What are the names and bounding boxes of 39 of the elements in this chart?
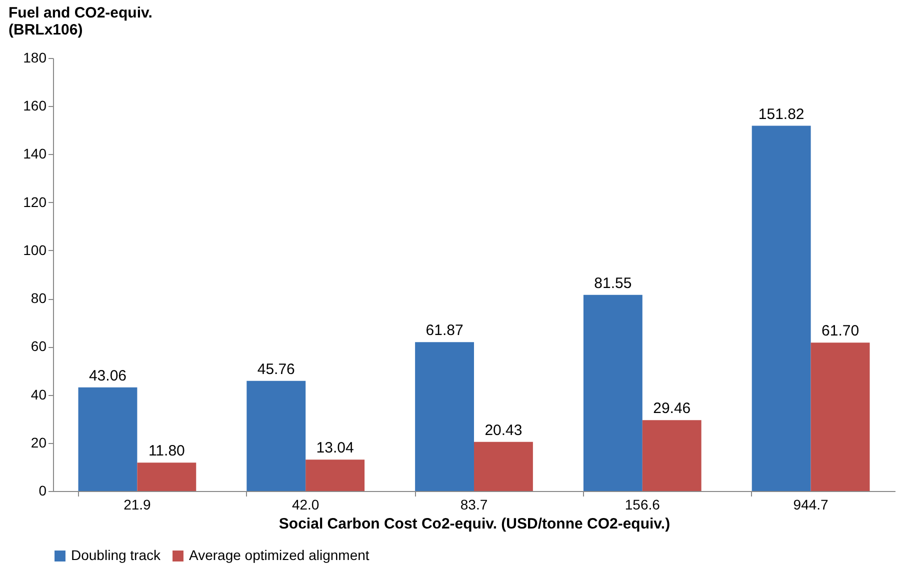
bar bbox=[810, 342, 870, 491]
x-tick-label: 42.0 bbox=[292, 496, 320, 512]
y-axis-title: Fuel and CO2-equiv. (BRLx106) bbox=[8, 4, 152, 38]
bar bbox=[246, 380, 306, 491]
data-label: 45.76 bbox=[257, 360, 295, 378]
x-tick-label: 83.7 bbox=[460, 496, 488, 512]
y-tick-label: 140 bbox=[23, 146, 47, 162]
data-label: 11.80 bbox=[148, 442, 185, 460]
bar bbox=[78, 387, 138, 491]
bar bbox=[474, 442, 533, 491]
legend-label: Average optimized alignment bbox=[189, 547, 370, 563]
y-tick-label: 80 bbox=[30, 290, 47, 306]
bar bbox=[642, 420, 702, 491]
x-tick-label: 21.9 bbox=[124, 496, 152, 512]
bar bbox=[415, 342, 474, 491]
data-label: 61.70 bbox=[821, 322, 860, 340]
x-axis-title: Social Carbon Cost Co2-equiv. (USD/tonne CO2-equiv.) bbox=[278, 516, 670, 532]
bar bbox=[137, 462, 196, 491]
data-label: 13.04 bbox=[316, 440, 354, 457]
x-tick-label: 944.7 bbox=[793, 496, 829, 512]
y-tick-label: 0 bbox=[38, 482, 47, 498]
y-tick-label: 40 bbox=[30, 386, 47, 402]
y-tick-label: 120 bbox=[23, 194, 47, 210]
legend-label: Doubling track bbox=[71, 547, 162, 563]
data-label: 151.82 bbox=[758, 106, 804, 123]
bar bbox=[752, 126, 811, 491]
bar bbox=[583, 294, 642, 491]
y-tick-label: 100 bbox=[23, 242, 47, 258]
data-label: 29.46 bbox=[653, 400, 691, 418]
bar bbox=[306, 460, 365, 491]
data-label: 61.87 bbox=[426, 322, 464, 340]
y-tick-label: 20 bbox=[30, 434, 47, 450]
data-label: 81.55 bbox=[594, 274, 632, 292]
y-tick-label: 60 bbox=[30, 338, 47, 354]
data-label: 43.06 bbox=[88, 367, 127, 384]
y-tick-label: 180 bbox=[23, 50, 47, 66]
x-tick-label: 156.6 bbox=[624, 496, 660, 512]
data-label: 20.43 bbox=[484, 422, 522, 439]
y-tick-label: 160 bbox=[23, 98, 47, 114]
